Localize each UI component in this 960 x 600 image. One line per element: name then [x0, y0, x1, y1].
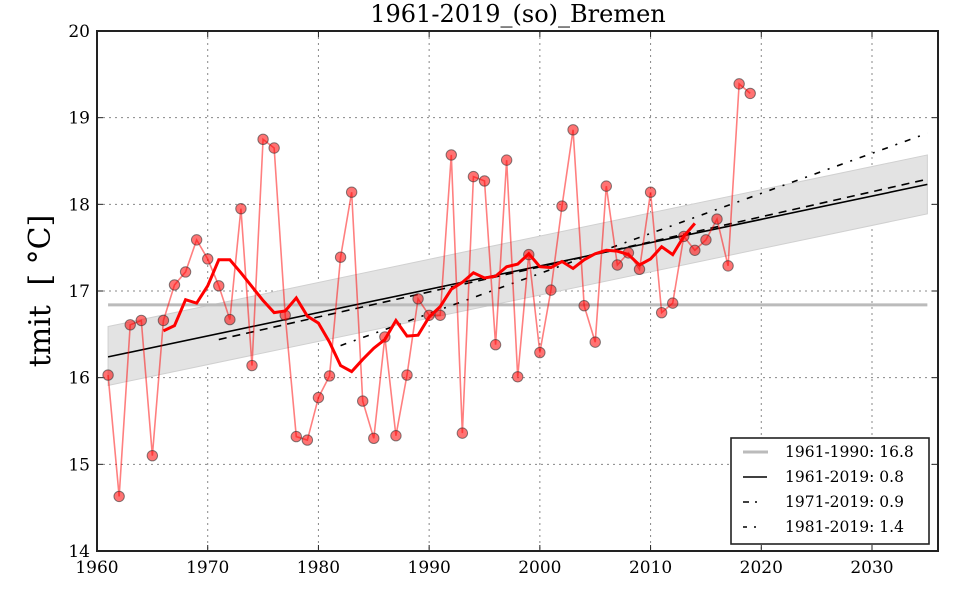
axes — [96, 30, 939, 552]
trend-line-1971-2019 — [218, 178, 928, 341]
data-point-1962 — [113, 490, 125, 503]
data-point-2007 — [611, 259, 624, 271]
data-point-1976 — [268, 142, 280, 154]
x-tick-label: 2000 — [518, 558, 561, 578]
data-point-2016 — [711, 213, 723, 225]
x-tick-label: 2010 — [629, 558, 672, 578]
data-point-1984 — [357, 395, 369, 407]
data-point-2018 — [733, 78, 745, 90]
data-point-2017 — [722, 260, 734, 272]
data-point-2001 — [545, 284, 557, 296]
y-tick-label: 18 — [68, 195, 90, 215]
y-tick-label: 14 — [68, 542, 90, 562]
chart-title: 1961-2019_(so)_Bremen — [370, 0, 666, 28]
data-point-1998 — [512, 371, 524, 383]
data-point-1969 — [190, 234, 203, 246]
y-tick-label: 17 — [68, 282, 90, 302]
x-tick-label: 1980 — [297, 558, 340, 578]
y-tick-label: 16 — [68, 369, 90, 389]
data-point-1967 — [168, 279, 181, 291]
data-point-1981 — [323, 370, 336, 382]
data-point-1963 — [124, 319, 136, 331]
data-point-2002 — [556, 200, 568, 212]
data-point-1985 — [368, 432, 380, 445]
y-tick-label: 19 — [68, 109, 90, 129]
data-point-1965 — [146, 449, 159, 462]
data-point-1989 — [412, 293, 424, 305]
data-point-1982 — [334, 251, 347, 263]
y-axis-label: tmit [ °C] — [23, 215, 58, 368]
x-tick-label: 1970 — [186, 558, 229, 578]
data-point-2015 — [700, 234, 712, 246]
data-point-2003 — [567, 124, 579, 136]
data-point-1995 — [478, 175, 491, 187]
x-tick-labels: 1960 1970 1980 1990 2000 2010 2020 2030 — [75, 558, 893, 578]
y-tick-labels: 14 15 16 17 18 19 20 — [68, 22, 90, 562]
data-point-1983 — [345, 186, 358, 198]
legend-label-1981-2019: 1981-2019: 1.4 — [785, 518, 904, 536]
data-point-1974 — [246, 359, 258, 372]
trend-line-1961-2019 — [107, 183, 928, 358]
data-point-1968 — [179, 266, 192, 278]
data-point-1994 — [467, 170, 480, 183]
data-point-1961 — [102, 369, 114, 381]
x-tick-label: 1960 — [75, 558, 118, 578]
data-point-2010 — [644, 186, 657, 198]
data-point-2004 — [578, 300, 590, 312]
data-point-1966 — [157, 314, 170, 327]
data-point-1980 — [312, 391, 325, 404]
running-mean-line — [162, 222, 696, 374]
y-tick-label: 20 — [68, 22, 90, 42]
legend-frame — [730, 437, 930, 545]
data-point-1978 — [290, 430, 302, 443]
data-point-1970 — [202, 253, 214, 265]
y-axis-label-unit: [ °C] — [23, 215, 58, 286]
data-point-2014 — [689, 244, 701, 256]
data-point-1972 — [224, 313, 236, 326]
legend-label-1971-2019: 1971-2019: 0.9 — [785, 493, 904, 511]
annual-series-layer — [102, 78, 756, 503]
trend-line-1981-2019 — [340, 132, 928, 347]
data-point-2006 — [600, 180, 612, 192]
data-point-1996 — [489, 339, 502, 351]
data-point-1971 — [213, 280, 225, 292]
data-point-2012 — [667, 297, 679, 309]
legend: 1961-1990: 16.8 1961-2019: 0.8 1971-2019… — [730, 437, 930, 545]
data-point-1997 — [500, 154, 513, 166]
x-tick-label: 2030 — [850, 558, 893, 578]
legend-label-1961-2019: 1961-2019: 0.8 — [785, 468, 904, 486]
data-point-1992 — [445, 149, 457, 161]
data-point-1987 — [390, 430, 402, 442]
data-point-2019 — [744, 87, 756, 100]
x-tick-label: 1990 — [408, 558, 451, 578]
data-point-1991 — [434, 309, 446, 321]
data-point-2005 — [589, 336, 601, 348]
y-tick-label: 15 — [68, 455, 90, 475]
data-point-2000 — [534, 346, 546, 359]
y-axis-label-text: tmit [ °C] — [23, 215, 58, 368]
running-mean-layer — [162, 222, 696, 374]
trend-lines-layer — [107, 132, 928, 358]
data-point-1988 — [401, 369, 413, 381]
y-axis-label-main: tmit — [23, 305, 58, 367]
data-point-1973 — [235, 202, 247, 215]
data-point-1975 — [257, 133, 269, 146]
legend-label-reference: 1961-1990: 16.8 — [785, 443, 914, 461]
data-point-1979 — [301, 434, 314, 446]
data-point-1964 — [135, 314, 147, 327]
x-tick-label: 2020 — [740, 558, 783, 578]
data-point-2011 — [655, 306, 668, 319]
data-point-1993 — [456, 427, 469, 439]
